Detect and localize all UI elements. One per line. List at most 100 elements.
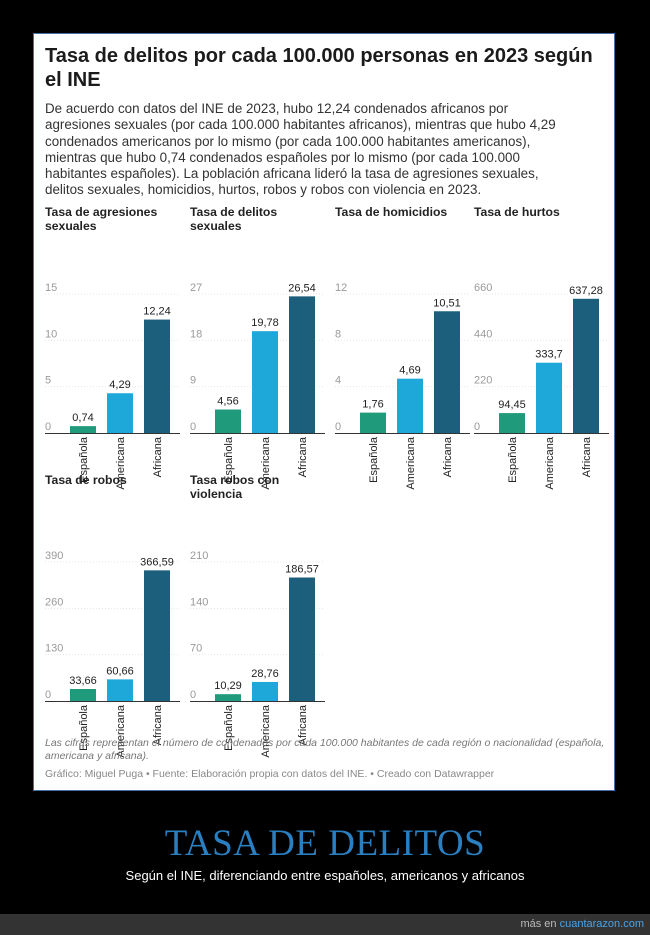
y-tick-label: 0 <box>190 689 196 701</box>
data-label: 10,51 <box>433 297 461 309</box>
y-tick-label: 18 <box>190 328 202 340</box>
bar-americana <box>252 331 278 433</box>
x-category-label: Africana <box>581 436 593 477</box>
y-tick-label: 9 <box>190 375 196 387</box>
footer-bar: más en cuantarazon.com <box>0 914 650 935</box>
data-label: 94,45 <box>498 399 526 411</box>
panel-title: Tasa de delitos sexuales <box>190 205 278 233</box>
bar-chart: 0 130 260 390 33,66 Española 60,66 Americana 366… <box>45 550 180 758</box>
panel-title: Tasa de homicidios <box>335 205 448 219</box>
bar-africana <box>289 296 315 433</box>
y-tick-label: 220 <box>474 375 492 387</box>
x-category-label: Española <box>78 436 90 483</box>
bar-chart: 0 70 140 210 10,29 Española 28,76 Americana 186,… <box>190 550 325 758</box>
data-label: 26,54 <box>288 282 316 294</box>
chart-note: Las cifras representan el número de cond… <box>45 737 605 762</box>
x-category-label: Africana <box>442 436 454 477</box>
x-category-label: Americana <box>544 436 556 489</box>
data-label: 637,28 <box>569 285 603 297</box>
y-tick-label: 5 <box>45 375 51 387</box>
y-tick-label: 0 <box>190 421 196 433</box>
data-label: 60,66 <box>106 665 134 677</box>
bar-americana <box>397 378 423 433</box>
x-category-label: Española <box>223 704 235 751</box>
bar-chart: 0 9 18 27 4,56 Española 19,78 Americana 26,54 Afr… <box>190 282 325 490</box>
bar-africana <box>144 570 170 701</box>
bar-chart: 0 4 8 12 1,76 Española 4,69 Americana 10,51 Afric… <box>335 282 470 490</box>
data-label: 4,69 <box>399 365 420 377</box>
y-tick-label: 70 <box>190 643 202 655</box>
x-category-label: Americana <box>260 704 272 757</box>
x-category-label: Americana <box>260 436 272 489</box>
bar-chart: 0 5 10 15 0,74 Española 4,29 Americana 12,24 Afri… <box>45 282 180 490</box>
bar-espanola <box>70 689 96 701</box>
x-category-label: Americana <box>115 436 127 489</box>
data-label: 28,76 <box>251 668 279 680</box>
bar-americana <box>107 393 133 433</box>
y-tick-label: 260 <box>45 596 63 608</box>
bar-chart: 0 220 440 660 94,45 Española 333,7 Americana 637… <box>474 282 609 490</box>
bar-americana <box>536 362 562 433</box>
bar-espanola <box>499 413 525 433</box>
bar-africana <box>573 298 599 433</box>
bar-espanola <box>215 409 241 433</box>
y-tick-label: 440 <box>474 328 492 340</box>
bar-americana <box>252 681 278 701</box>
data-label: 1,76 <box>362 399 383 411</box>
data-label: 33,66 <box>69 675 97 687</box>
x-category-label: Africana <box>297 704 309 745</box>
chart-description: De acuerdo con datos del INE de 2023, hu… <box>45 101 556 198</box>
x-category-label: Española <box>368 436 380 483</box>
y-tick-label: 15 <box>45 282 57 294</box>
panel-title: Tasa robos con violencia <box>190 473 280 501</box>
y-tick-label: 8 <box>335 328 341 340</box>
y-tick-label: 4 <box>335 375 341 387</box>
chart-card: Tasa de delitos por cada 100.000 persona… <box>33 33 615 791</box>
y-tick-label: 0 <box>335 421 341 433</box>
bar-africana <box>434 311 460 433</box>
x-category-label: Americana <box>405 436 417 489</box>
x-category-label: Española <box>223 436 235 483</box>
footer-prefix: más en <box>520 918 560 930</box>
data-label: 4,29 <box>109 379 130 391</box>
bar-espanola <box>70 426 96 433</box>
y-tick-label: 660 <box>474 282 492 294</box>
data-label: 19,78 <box>251 317 279 329</box>
chart-credit: Gráfico: Miguel Puga • Fuente: Elaboraci… <box>45 768 495 780</box>
panel-title: Tasa de hurtos <box>474 205 560 219</box>
bar-espanola <box>215 694 241 701</box>
data-label: 12,24 <box>143 306 171 318</box>
y-tick-label: 130 <box>45 643 63 655</box>
y-tick-label: 0 <box>45 421 51 433</box>
x-category-label: Americana <box>115 704 127 757</box>
x-category-label: Española <box>78 704 90 751</box>
y-tick-label: 0 <box>45 689 51 701</box>
panel-title: Tasa de robos <box>45 473 127 487</box>
x-category-label: Española <box>507 436 519 483</box>
y-tick-label: 390 <box>45 550 63 562</box>
footer-link[interactable]: cuantarazon.com <box>559 918 644 930</box>
data-label: 333,7 <box>535 349 563 361</box>
y-tick-label: 0 <box>474 421 480 433</box>
y-tick-label: 12 <box>335 282 347 294</box>
data-label: 366,59 <box>140 556 174 568</box>
y-tick-label: 140 <box>190 596 208 608</box>
x-category-label: Africana <box>152 436 164 477</box>
data-label: 4,56 <box>217 396 238 408</box>
bar-espanola <box>360 412 386 433</box>
y-tick-label: 10 <box>45 328 57 340</box>
footer-text: más en cuantarazon.com <box>520 918 644 930</box>
bar-africana <box>144 319 170 433</box>
caption-title: TASA DE DELITOS <box>164 823 486 864</box>
data-label: 10,29 <box>214 680 242 692</box>
x-category-label: Africana <box>297 436 309 477</box>
panel-title: Tasa de agresiones sexuales <box>45 205 158 233</box>
chart-title: Tasa de delitos por cada 100.000 persona… <box>45 45 593 91</box>
bar-americana <box>107 679 133 701</box>
data-label: 0,74 <box>72 412 93 424</box>
bar-africana <box>289 577 315 701</box>
y-tick-label: 27 <box>190 282 202 294</box>
y-tick-label: 210 <box>190 550 208 562</box>
data-label: 186,57 <box>285 564 319 576</box>
caption-subtitle: Según el INE, diferenciando entre españo… <box>125 868 525 883</box>
